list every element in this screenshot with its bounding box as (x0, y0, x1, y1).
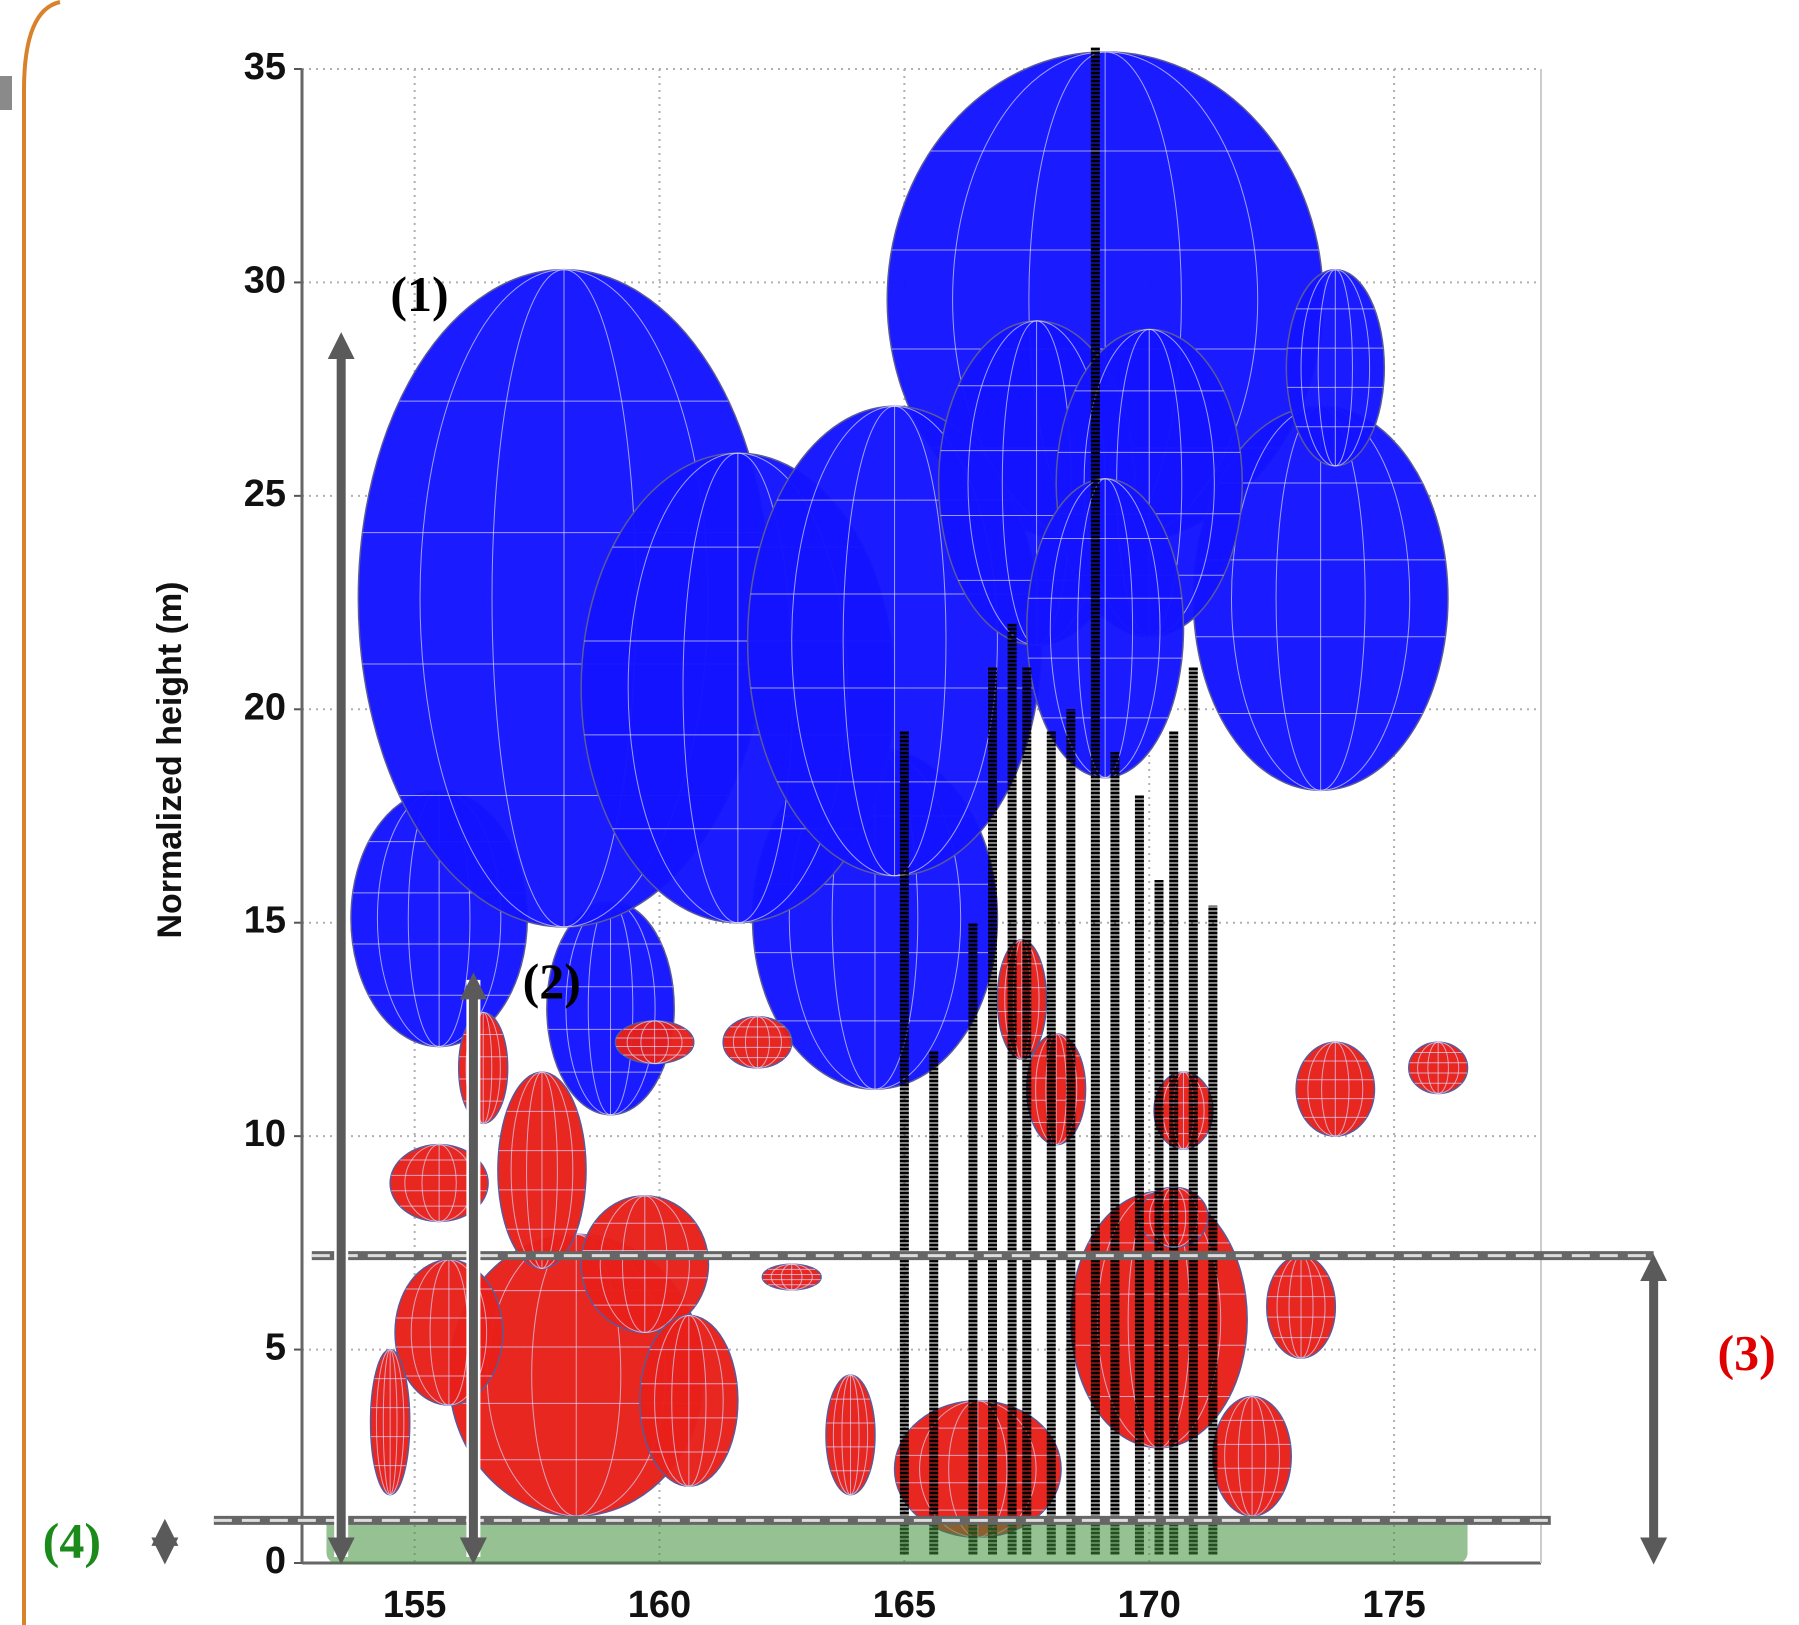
frame-artifact (0, 76, 12, 110)
y-tick-label: 0 (265, 1540, 286, 1582)
crown-group (1285, 268, 1386, 467)
annotation-label: (4) (43, 1512, 101, 1568)
y-tick-label: 10 (244, 1113, 286, 1155)
crown-group (369, 1348, 411, 1496)
crown-group (825, 1374, 876, 1496)
y-tick-label: 30 (244, 259, 286, 301)
crown-group (761, 1263, 822, 1291)
ground-vegetation (326, 1516, 1468, 1563)
crown-group (1212, 1395, 1292, 1517)
crown-group (580, 1195, 710, 1334)
annotation-label: (1) (390, 266, 448, 322)
crown-group (1026, 478, 1185, 779)
y-tick-label: 20 (244, 686, 286, 728)
crown-group (996, 939, 1048, 1061)
x-tick-label: 160 (628, 1584, 691, 1625)
crown-group (457, 1011, 509, 1125)
crown-group (1408, 1041, 1469, 1095)
annotation-label: (3) (1718, 1325, 1776, 1381)
crown-group (614, 1020, 695, 1065)
crown-group (1153, 1071, 1214, 1150)
x-tick-label: 175 (1362, 1584, 1425, 1625)
y-tick-label: 25 (244, 473, 286, 515)
y-tick-label: 15 (244, 900, 286, 942)
crown-group (394, 1259, 504, 1406)
x-tick-label: 170 (1118, 1584, 1181, 1625)
annotation-label: (2) (523, 953, 581, 1009)
y-tick-label: 35 (244, 46, 286, 88)
x-tick-label: 155 (383, 1584, 446, 1625)
crown-group (497, 1071, 587, 1270)
crown-group (1266, 1254, 1337, 1359)
crown-group (722, 1015, 793, 1069)
crown-group (639, 1314, 739, 1487)
y-axis-label: Normalized height (m) (151, 581, 189, 938)
crown-group (1295, 1041, 1376, 1137)
x-tick-label: 165 (873, 1584, 936, 1625)
frame-border (22, 0, 61, 1625)
y-tick-label: 5 (265, 1327, 286, 1369)
